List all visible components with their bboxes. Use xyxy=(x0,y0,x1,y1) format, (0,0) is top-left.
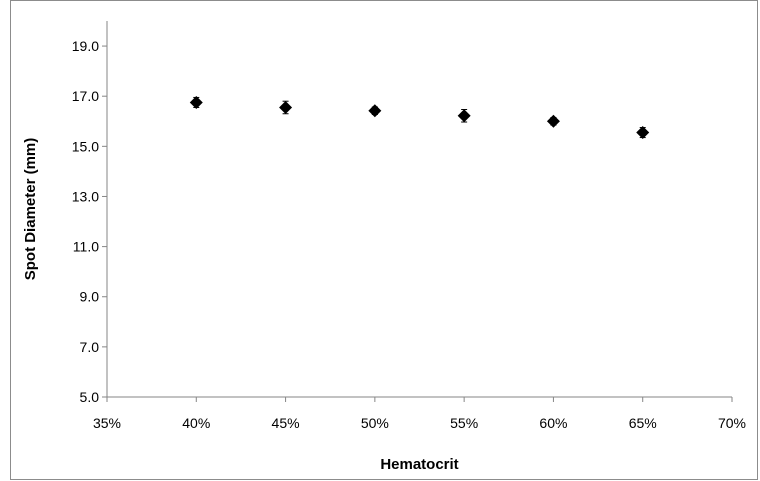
y-tick-label: 15.0 xyxy=(72,138,99,154)
x-tick-label: 65% xyxy=(629,415,657,431)
tick-labels: 5.0 7.0 9.0 11.0 13.0 15.0 17.0 19.0 35% 40% 45% 50… xyxy=(72,38,746,431)
diamond-marker xyxy=(189,95,203,109)
diamond-marker xyxy=(636,126,650,140)
data-points xyxy=(189,95,650,140)
diamond-marker xyxy=(368,104,382,118)
x-tick-label: 40% xyxy=(182,415,210,431)
x-tick-label: 50% xyxy=(361,415,389,431)
diamond-marker xyxy=(546,114,560,128)
x-tick-label: 70% xyxy=(718,415,746,431)
diamond-marker xyxy=(279,100,293,114)
data-point xyxy=(636,126,650,140)
axes xyxy=(102,21,733,402)
diamond-marker xyxy=(457,109,471,123)
y-tick-label: 11.0 xyxy=(73,239,99,255)
data-point xyxy=(189,95,203,109)
y-tick-label: 19.0 xyxy=(72,38,99,54)
x-tick-label: 55% xyxy=(450,415,478,431)
chart-frame: 5.0 7.0 9.0 11.0 13.0 15.0 17.0 19.0 35% 40% 45% 50… xyxy=(10,0,758,480)
x-tick-label: 45% xyxy=(272,415,300,431)
data-point xyxy=(368,104,382,118)
data-point xyxy=(457,108,471,123)
y-tick-label: 5.0 xyxy=(80,389,100,405)
x-axis-title: Hematocrit xyxy=(380,456,458,473)
x-tick-label: 35% xyxy=(93,415,121,431)
y-tick-label: 7.0 xyxy=(80,339,100,355)
y-tick-label: 17.0 xyxy=(72,88,99,104)
data-point xyxy=(546,114,560,128)
x-tick-label: 60% xyxy=(539,415,567,431)
y-tick-label: 9.0 xyxy=(80,289,100,305)
y-tick-label: 13.0 xyxy=(72,188,99,204)
scatter-chart: 5.0 7.0 9.0 11.0 13.0 15.0 17.0 19.0 35% 40% 45% 50… xyxy=(22,21,746,473)
y-axis-title: Spot Diameter (mm) xyxy=(22,138,39,281)
data-point xyxy=(279,100,293,115)
